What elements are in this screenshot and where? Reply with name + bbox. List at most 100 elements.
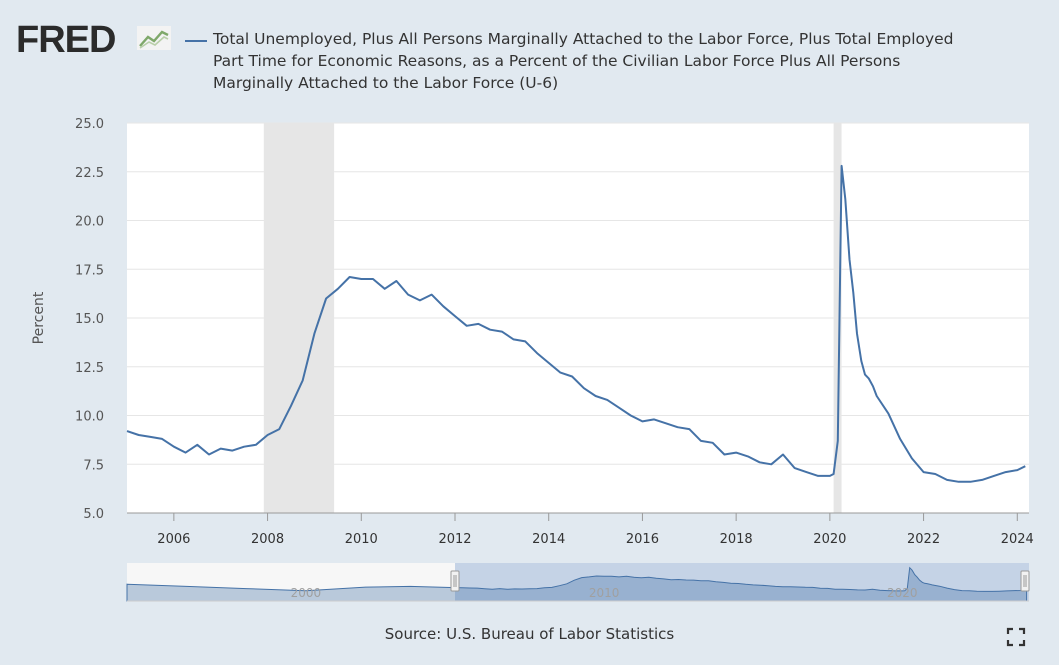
navigator-tick-label: 2020 (887, 586, 918, 600)
data-point[interactable] (519, 335, 531, 347)
data-point[interactable] (308, 328, 320, 340)
data-point[interactable] (496, 326, 508, 338)
data-point[interactable] (332, 283, 344, 295)
y-tick-label: 15.0 (75, 312, 104, 327)
data-point[interactable] (320, 293, 332, 305)
data-point[interactable] (543, 357, 555, 369)
data-point[interactable] (1000, 466, 1012, 478)
data-point[interactable] (203, 449, 215, 461)
data-point[interactable] (742, 450, 754, 462)
data-point[interactable] (953, 476, 965, 488)
data-point[interactable] (133, 429, 145, 441)
data-point[interactable] (144, 431, 156, 443)
data-point[interactable] (844, 254, 856, 266)
data-point[interactable] (601, 394, 613, 406)
data-point[interactable] (625, 410, 637, 422)
data-point[interactable] (941, 474, 953, 486)
data-point[interactable] (1019, 460, 1031, 472)
data-point[interactable] (882, 408, 894, 420)
y-tick-label: 22.5 (75, 166, 104, 181)
data-point[interactable] (800, 466, 812, 478)
navigator-handle-left[interactable] (450, 570, 460, 592)
data-point[interactable] (988, 470, 1000, 482)
data-point[interactable] (789, 462, 801, 474)
y-axis-label: Percent (31, 291, 47, 344)
data-point[interactable] (812, 470, 824, 482)
data-point[interactable] (578, 382, 590, 394)
data-point[interactable] (851, 328, 863, 340)
data-point[interactable] (683, 423, 695, 435)
data-point[interactable] (836, 160, 848, 172)
x-tick-label: 2018 (720, 532, 753, 547)
x-tick-label: 2008 (251, 532, 284, 547)
data-point[interactable] (250, 439, 262, 451)
data-point[interactable] (297, 374, 309, 386)
data-point[interactable] (285, 400, 297, 412)
data-point[interactable] (695, 435, 707, 447)
data-point[interactable] (590, 390, 602, 402)
data-point[interactable] (839, 193, 851, 205)
navigator-handle-right[interactable] (1020, 570, 1030, 592)
data-point[interactable] (855, 355, 867, 367)
data-point[interactable] (918, 466, 930, 478)
data-point[interactable] (156, 433, 168, 445)
data-point[interactable] (929, 468, 941, 480)
data-point[interactable] (168, 441, 180, 453)
legend-series-title[interactable]: Total Unemployed, Plus All Persons Margi… (213, 30, 954, 92)
series-line-u6[interactable] (126, 164, 1026, 483)
data-point[interactable] (847, 287, 859, 299)
data-point[interactable] (964, 476, 976, 488)
data-point[interactable] (765, 458, 777, 470)
data-point[interactable] (414, 294, 426, 306)
data-point[interactable] (449, 310, 461, 322)
data-point[interactable] (672, 421, 684, 433)
x-tick-label: 2016 (626, 532, 659, 547)
data-point[interactable] (344, 271, 356, 283)
data-point[interactable] (262, 429, 274, 441)
data-point[interactable] (367, 273, 379, 285)
data-point[interactable] (566, 371, 578, 383)
data-point[interactable] (613, 402, 625, 414)
data-point[interactable] (355, 273, 367, 285)
data-point[interactable] (379, 283, 391, 295)
data-point[interactable] (707, 437, 719, 449)
data-point[interactable] (402, 289, 414, 301)
data-point[interactable] (508, 333, 520, 345)
x-tick-label: 2022 (907, 532, 940, 547)
data-point[interactable] (660, 417, 672, 429)
data-point[interactable] (718, 449, 730, 461)
data-point[interactable] (828, 468, 840, 480)
data-point[interactable] (832, 435, 844, 447)
data-point[interactable] (484, 324, 496, 336)
data-point[interactable] (226, 445, 238, 457)
data-point[interactable] (437, 300, 449, 312)
fullscreen-icon[interactable] (1006, 627, 1026, 647)
data-point[interactable] (777, 449, 789, 461)
data-point[interactable] (461, 320, 473, 332)
data-point[interactable] (191, 439, 203, 451)
y-tick-label: 25.0 (75, 117, 104, 132)
data-point[interactable] (636, 415, 648, 427)
data-point[interactable] (894, 433, 906, 445)
data-point[interactable] (426, 289, 438, 301)
data-point[interactable] (390, 275, 402, 287)
data-point[interactable] (121, 425, 133, 437)
data-point[interactable] (531, 347, 543, 359)
data-point[interactable] (976, 474, 988, 486)
data-point[interactable] (215, 443, 227, 455)
data-point[interactable] (871, 390, 883, 402)
data-point[interactable] (472, 318, 484, 330)
legend-swatch (185, 40, 207, 42)
data-point[interactable] (754, 456, 766, 468)
data-point[interactable] (906, 452, 918, 464)
data-point[interactable] (730, 447, 742, 459)
data-point[interactable] (648, 413, 660, 425)
navigator-selected-range[interactable] (455, 563, 1029, 601)
data-point[interactable] (554, 367, 566, 379)
data-point[interactable] (238, 441, 250, 453)
y-tick-label: 20.0 (75, 215, 104, 230)
data-point[interactable] (273, 423, 285, 435)
y-tick-label: 12.5 (75, 361, 104, 376)
x-tick-label: 2006 (157, 532, 190, 547)
data-point[interactable] (180, 447, 192, 459)
